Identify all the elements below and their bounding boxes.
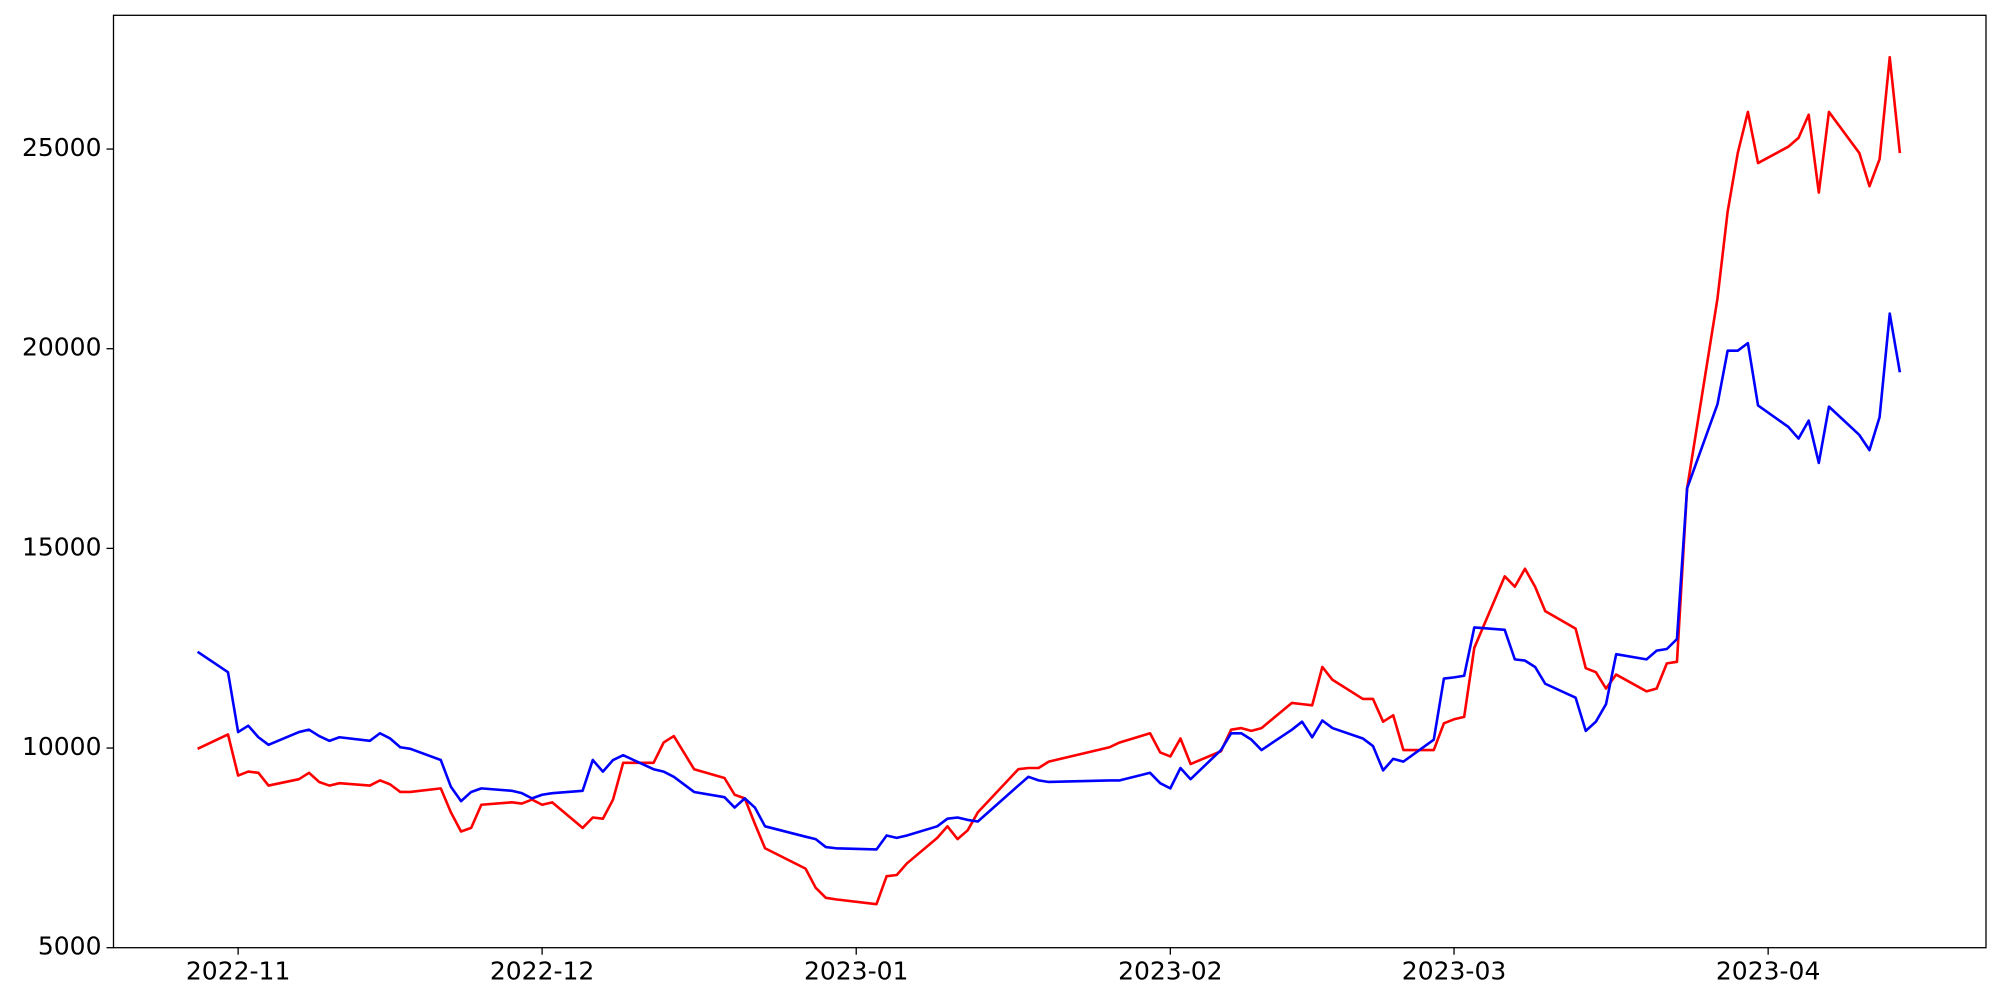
x-tick-label: 2022-11 (186, 957, 290, 986)
x-tick-label: 2022-12 (490, 957, 594, 986)
x-tick-label: 2023-04 (1716, 957, 1820, 986)
x-tick-label: 2023-01 (804, 957, 908, 986)
y-tick-label: 10000 (22, 732, 102, 761)
line (196, 312, 1902, 851)
plot-frame (112, 14, 1987, 949)
y-tick-label: 15000 (22, 532, 102, 561)
x-tick-label: 2023-02 (1118, 957, 1222, 986)
x-tick-label: 2023-03 (1402, 957, 1506, 986)
y-tick-label: 20000 (22, 333, 102, 362)
y-tick-label: 5000 (38, 932, 102, 961)
line (197, 55, 1902, 906)
y-tick-label: 25000 (22, 133, 102, 162)
